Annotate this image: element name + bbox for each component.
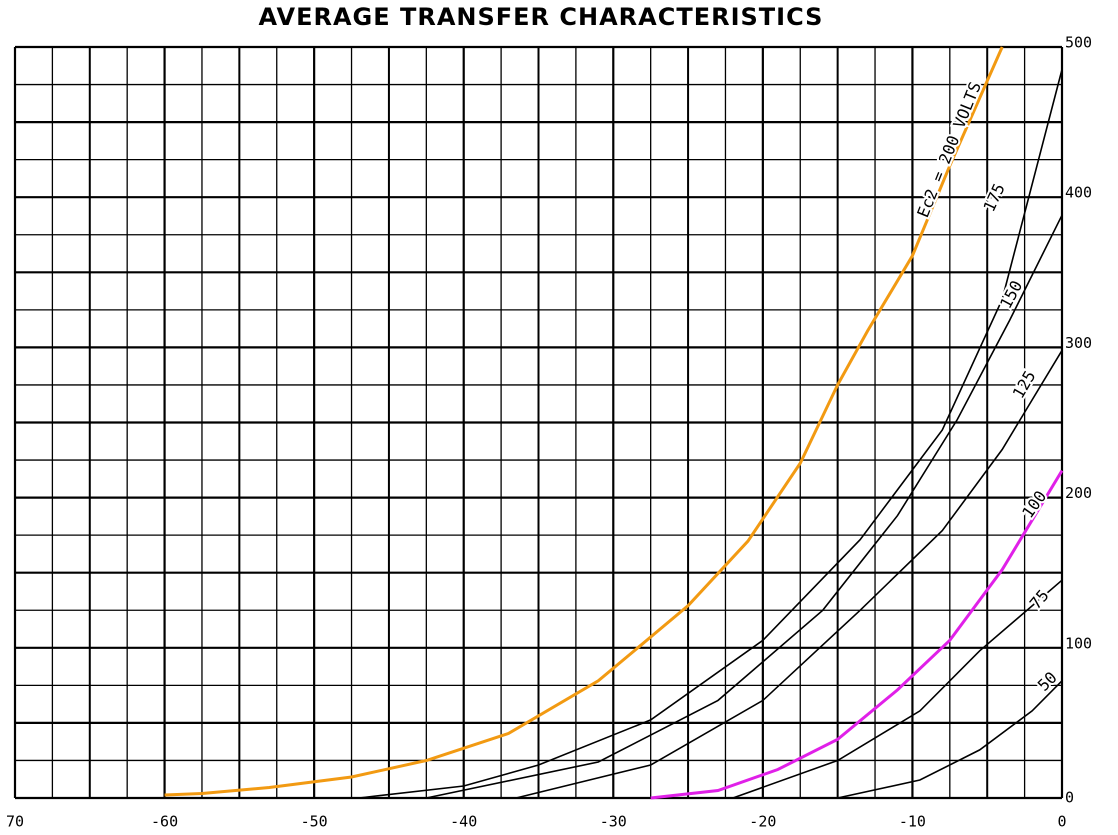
series-line [358,69,1063,799]
chart-title: AVERAGE TRANSFER CHARACTERISTICS [259,3,824,31]
series-line [837,680,1063,799]
x-tick-label: -40 [450,813,477,831]
y-tick-label: 100 [1065,634,1092,652]
series-label: Ec2 = 200 VOLTS [913,79,985,220]
series-line [426,214,1063,799]
y-tick-label: 300 [1065,334,1092,352]
series-line [732,579,1063,799]
series-line [164,46,1004,797]
x-tick-label: -50 [301,813,328,831]
x-tick-label: -60 [151,813,178,831]
x-tick-label: -30 [600,813,627,831]
series-label: 175 [979,180,1008,214]
y-tick-label: 400 [1065,184,1092,202]
y-tick-label: 200 [1065,484,1092,502]
x-tick-label: -20 [749,813,776,831]
x-tick-label: 70 [6,813,24,831]
series-label: 150 [996,277,1026,311]
series-line [650,469,1064,800]
x-tick-label: -10 [899,813,926,831]
y-tick-label: 500 [1065,34,1092,52]
y-tick-label: 0 [1065,789,1074,807]
series-label: 50 [1034,668,1061,695]
series-line [515,349,1063,799]
x-tick-label: 0 [1057,813,1066,831]
series-label: 100 [1018,487,1050,522]
